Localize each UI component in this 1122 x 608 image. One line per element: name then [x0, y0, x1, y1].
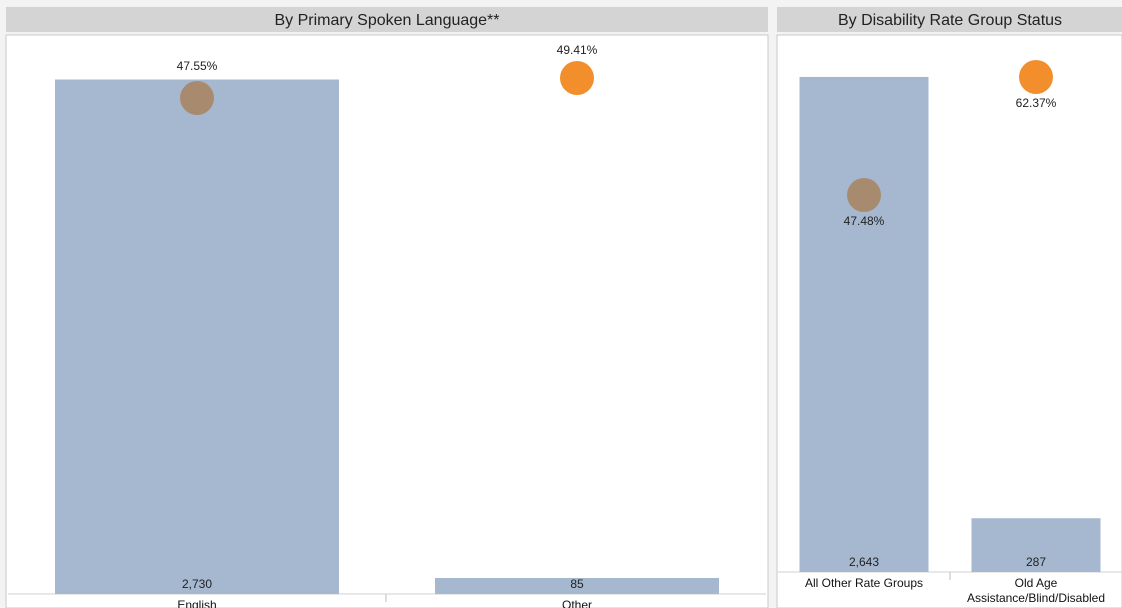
panel-title: By Primary Spoken Language** [274, 12, 499, 29]
panel-primary-spoken-language: By Primary Spoken Language** 2,730 47.55%… [5, 7, 769, 608]
bar-value-label: 2,643 [849, 555, 879, 569]
panel-title-bar [6, 7, 768, 32]
percent-marker [847, 178, 881, 212]
bar-value-label: 85 [570, 577, 584, 591]
panel-disability-rate-group: By Disability Rate Group Status 2,643 47.… [776, 7, 1122, 608]
bar [55, 79, 339, 594]
category-label: Assistance/Blind/Disabled [967, 591, 1105, 605]
percent-marker [560, 61, 594, 95]
percent-label: 47.48% [844, 214, 885, 228]
panel-title: By Disability Rate Group Status [838, 12, 1062, 29]
bar [435, 577, 719, 594]
bar [799, 76, 929, 572]
percent-marker [180, 81, 214, 115]
percent-label: 62.37% [1016, 96, 1057, 110]
bar-value-label: 2,730 [182, 577, 212, 591]
bar-value-label: 287 [1026, 555, 1046, 569]
percent-label: 49.41% [557, 43, 598, 57]
panel-title-bar [777, 7, 1122, 32]
category-label: English [177, 598, 216, 608]
bar [971, 518, 1101, 572]
category-label: Other [562, 598, 592, 608]
category-label: Old Age [1015, 576, 1058, 590]
category-label: All Other Rate Groups [805, 576, 923, 590]
percent-marker [1019, 60, 1053, 94]
percent-label: 47.55% [177, 59, 218, 73]
